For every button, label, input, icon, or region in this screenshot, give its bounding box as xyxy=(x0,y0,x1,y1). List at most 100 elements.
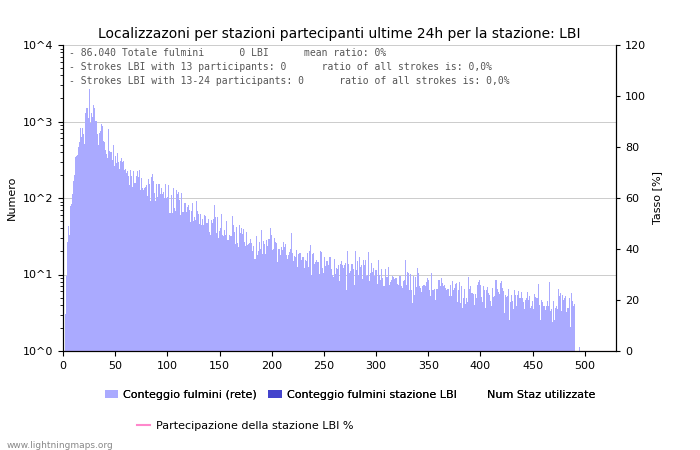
Bar xyxy=(309,251,310,450)
Bar xyxy=(415,277,416,450)
Bar xyxy=(116,163,117,450)
Bar xyxy=(581,351,582,450)
Bar xyxy=(166,198,167,450)
Bar xyxy=(149,184,150,450)
Bar xyxy=(194,217,195,450)
Bar xyxy=(492,288,493,450)
Bar xyxy=(433,290,434,450)
Bar xyxy=(87,108,88,450)
Bar xyxy=(580,351,581,450)
Bar xyxy=(274,238,275,450)
Bar xyxy=(375,270,377,450)
Bar xyxy=(96,122,97,450)
Bar xyxy=(540,320,541,450)
Bar xyxy=(424,286,426,450)
Bar xyxy=(238,248,239,450)
Bar xyxy=(68,226,69,450)
Bar xyxy=(164,184,166,450)
Bar xyxy=(388,267,389,450)
Bar xyxy=(225,235,226,450)
Bar xyxy=(505,295,506,450)
Bar xyxy=(588,351,589,450)
Y-axis label: Tasso [%]: Tasso [%] xyxy=(652,171,662,225)
Bar xyxy=(365,260,366,450)
Bar xyxy=(552,322,553,450)
Bar xyxy=(407,272,408,450)
Bar xyxy=(532,301,533,450)
Bar xyxy=(564,298,566,450)
Bar xyxy=(125,169,126,450)
Bar xyxy=(179,200,181,450)
Bar xyxy=(573,306,574,450)
Bar xyxy=(121,158,122,450)
Bar xyxy=(452,281,453,450)
Bar xyxy=(479,280,480,450)
Bar xyxy=(332,277,334,450)
Bar xyxy=(228,240,230,450)
Bar xyxy=(534,293,535,450)
Bar xyxy=(432,290,433,450)
Bar xyxy=(248,244,249,450)
Bar xyxy=(123,162,124,450)
Bar xyxy=(326,261,328,450)
Bar xyxy=(219,231,220,450)
Bar xyxy=(460,303,461,450)
Bar xyxy=(236,227,237,450)
Bar xyxy=(119,169,120,450)
Bar xyxy=(466,298,468,450)
Bar xyxy=(186,212,187,450)
Bar xyxy=(143,190,144,450)
Bar xyxy=(286,255,287,450)
Bar xyxy=(98,145,99,450)
Bar xyxy=(291,234,292,450)
Bar xyxy=(409,290,410,450)
Bar xyxy=(536,298,537,450)
Bar xyxy=(543,306,545,450)
Bar xyxy=(562,295,564,450)
Bar xyxy=(281,250,283,450)
Bar xyxy=(610,351,611,450)
Bar xyxy=(73,181,74,450)
Bar xyxy=(482,302,483,450)
Bar xyxy=(411,290,412,450)
Bar xyxy=(328,256,330,450)
Bar xyxy=(590,351,592,450)
Bar xyxy=(124,171,125,450)
Bar xyxy=(296,250,297,450)
Bar xyxy=(207,219,209,450)
Bar xyxy=(223,236,224,450)
Bar xyxy=(486,290,487,450)
Bar xyxy=(268,239,269,450)
Bar xyxy=(307,253,308,450)
Bar xyxy=(111,160,113,450)
Bar xyxy=(387,277,388,450)
Bar xyxy=(549,282,550,450)
Bar xyxy=(596,351,598,450)
Bar xyxy=(246,232,247,450)
Bar xyxy=(66,242,68,450)
Bar xyxy=(264,244,265,450)
Bar xyxy=(602,351,603,450)
Bar xyxy=(592,351,594,450)
Bar xyxy=(298,254,300,450)
Text: www.lightningmaps.org: www.lightningmaps.org xyxy=(7,441,113,450)
Bar xyxy=(276,243,277,450)
Bar xyxy=(489,295,490,450)
Bar xyxy=(162,192,164,450)
Bar xyxy=(122,162,123,450)
Bar xyxy=(587,351,588,450)
Bar xyxy=(579,347,580,450)
Bar xyxy=(529,296,530,450)
Bar xyxy=(318,262,319,450)
Bar xyxy=(507,296,508,450)
Bar xyxy=(74,175,75,450)
Bar xyxy=(139,170,140,450)
Bar xyxy=(177,194,178,450)
Bar xyxy=(406,285,407,450)
Bar xyxy=(561,311,562,450)
Bar xyxy=(477,285,478,450)
Bar xyxy=(584,351,585,450)
Bar xyxy=(272,250,273,450)
Bar xyxy=(583,351,584,450)
Bar xyxy=(398,284,400,450)
